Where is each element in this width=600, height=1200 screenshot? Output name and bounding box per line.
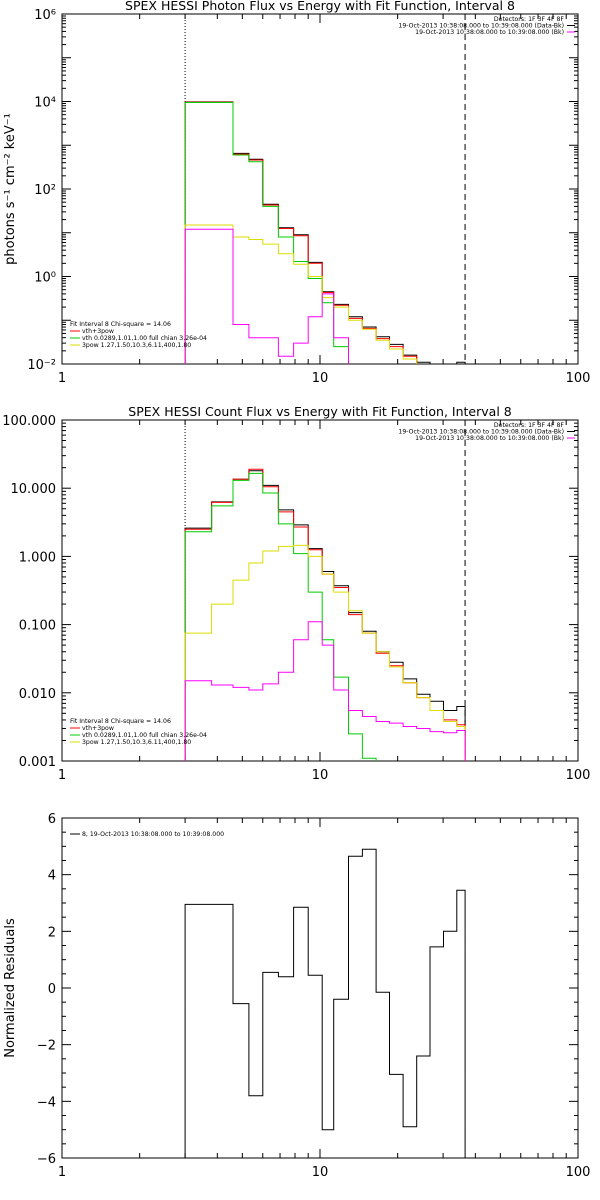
y-tick-label: −6	[37, 1152, 56, 1167]
x-tick-label: 1	[58, 768, 66, 783]
y-axis-label: Normalized Residuals	[3, 918, 18, 1058]
y-tick-label: 4	[48, 869, 56, 884]
y-tick-label: −2	[37, 1039, 56, 1054]
legend-line: Fit Interval 8 Chi-square = 14.06	[70, 321, 171, 328]
x-tick-label: 10	[312, 768, 329, 783]
y-tick-label: 10²	[34, 183, 56, 198]
y-tick-label: 0	[48, 982, 56, 997]
y-tick-label: 10.000	[11, 482, 57, 497]
legend-line: 3pow 1.27,1.50,10.3,6.11,400,1.80	[82, 739, 191, 746]
chart-panel-2: SPEX HESSI Count Flux vs Energy with Fit…	[2, 404, 590, 783]
y-tick-label: 0.100	[19, 619, 56, 634]
legend-line: vth+3pow	[82, 725, 114, 732]
x-tick-label: 1	[58, 1165, 66, 1180]
chart-title: SPEX HESSI Count Flux vs Energy with Fit…	[128, 404, 511, 419]
series-residuals	[184, 848, 466, 1158]
plot-frame	[61, 817, 579, 1159]
info-line: 19-Oct-2013 10:38:08.000 to 10:39:08.000…	[398, 429, 564, 436]
y-tick-label: 6	[48, 812, 56, 827]
y-tick-label: 0.010	[19, 687, 56, 702]
series-group	[184, 848, 466, 1158]
series-bk	[184, 228, 349, 364]
y-tick-label: 100.000	[2, 414, 56, 429]
y-tick-label: 10⁶	[34, 8, 56, 23]
legend-line: vth 0.0289,1.01,1.00 full chian 3.26e-04	[82, 732, 207, 739]
x-tick-label: 10	[312, 1165, 329, 1180]
series-group	[184, 468, 466, 761]
info-line: Detectors: 1F 3F 4F 8F	[494, 16, 565, 23]
x-tick-label: 1	[58, 371, 66, 386]
legend-line: 3pow 1.27,1.50,10.3,6.11,400,1.80	[82, 342, 191, 349]
series-bk	[184, 621, 466, 761]
info-line: 19-Oct-2013 10:38:08.000 to 10:39:08.000…	[415, 435, 564, 442]
y-tick-label: 10⁴	[34, 96, 56, 111]
series-pow	[184, 224, 418, 364]
y-tick-label: 2	[48, 925, 56, 940]
chart-panel-3: 1 10 100 −6 −4 −2 0 2 4 6 Normalized Residuals 8, 1…	[3, 812, 590, 1180]
y-axis-label: photons s⁻¹ cm⁻² keV⁻¹	[3, 113, 18, 265]
y-tick-label: −4	[37, 1095, 56, 1110]
x-tick-label: 100	[566, 768, 591, 783]
plot-frame	[61, 13, 579, 365]
series-group	[184, 101, 466, 364]
series-data	[184, 470, 466, 761]
legend-line: vth 0.0289,1.01,1.00 full chian 3.26e-04	[82, 335, 207, 342]
y-tick-label: 0.001	[19, 755, 56, 770]
legend-line: vth+3pow	[82, 328, 114, 335]
x-tick-label: 100	[566, 371, 591, 386]
x-tick-label: 100	[566, 1165, 591, 1180]
series-vth	[184, 102, 349, 364]
legend-line: Fit Interval 8 Chi-square = 14.06	[70, 718, 171, 725]
series-vth	[184, 472, 377, 761]
y-tick-label: 10⁰	[34, 271, 56, 286]
x-tick-label: 10	[312, 371, 329, 386]
info-line: 19-Oct-2013 10:38:08.000 to 10:39:08.000…	[398, 23, 564, 30]
y-tick-label: 10⁻²	[27, 358, 56, 373]
y-tick-label: 1.000	[19, 550, 56, 565]
info-line: 19-Oct-2013 10:38:08.000 to 10:39:08.000…	[415, 29, 564, 36]
info-line: Detectors: 1F 3F 4F 8F	[494, 422, 565, 429]
chart-panel-1: SPEX HESSI Photon Flux vs Energy with Fi…	[3, 0, 591, 386]
series-pow	[184, 544, 466, 761]
chart-title: SPEX HESSI Photon Flux vs Energy with Fi…	[125, 0, 515, 13]
series-fit	[184, 101, 418, 364]
series-fit	[184, 468, 466, 761]
series-data	[184, 101, 466, 364]
plot-frame	[61, 419, 579, 762]
legend-line: 8, 19-Oct-2013 10:38:08.000 to 10:39:08.…	[82, 831, 224, 838]
